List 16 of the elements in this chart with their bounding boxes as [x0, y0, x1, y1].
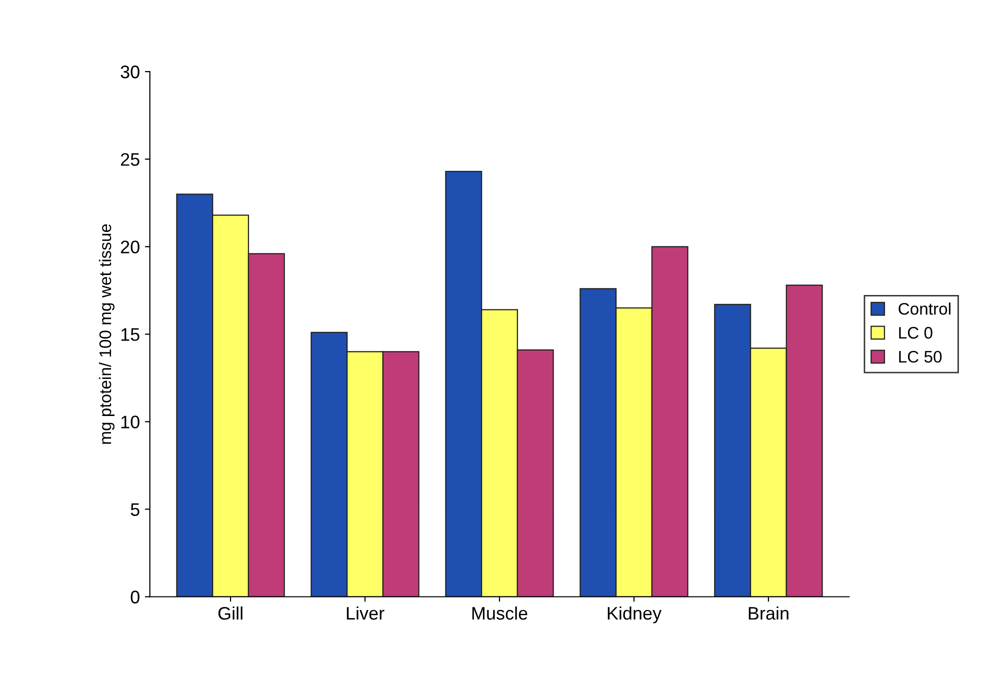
y-tick-label: 5 — [130, 503, 140, 516]
y-tick-label: 15 — [121, 328, 140, 341]
y-axis-title: mg ptotein/ 100 mg wet tissue — [98, 224, 114, 444]
x-tick-label: Liver — [346, 606, 384, 620]
legend-label: Control — [898, 302, 950, 315]
x-tick-label: Brain — [748, 606, 788, 620]
y-tick-label: 0 — [130, 590, 140, 604]
x-tick-label: Muscle — [472, 606, 528, 620]
y-tick-label: 10 — [121, 416, 140, 428]
y-tick-label: 25 — [120, 153, 140, 166]
x-tick-label: Gill — [218, 606, 242, 620]
legend-label: LC 0 — [899, 326, 932, 339]
x-tick-label: Kidney — [608, 606, 662, 624]
y-tick-label: 20 — [120, 240, 140, 254]
legend-label: LC 50 — [899, 350, 942, 363]
y-tick-label: 30 — [120, 66, 140, 78]
